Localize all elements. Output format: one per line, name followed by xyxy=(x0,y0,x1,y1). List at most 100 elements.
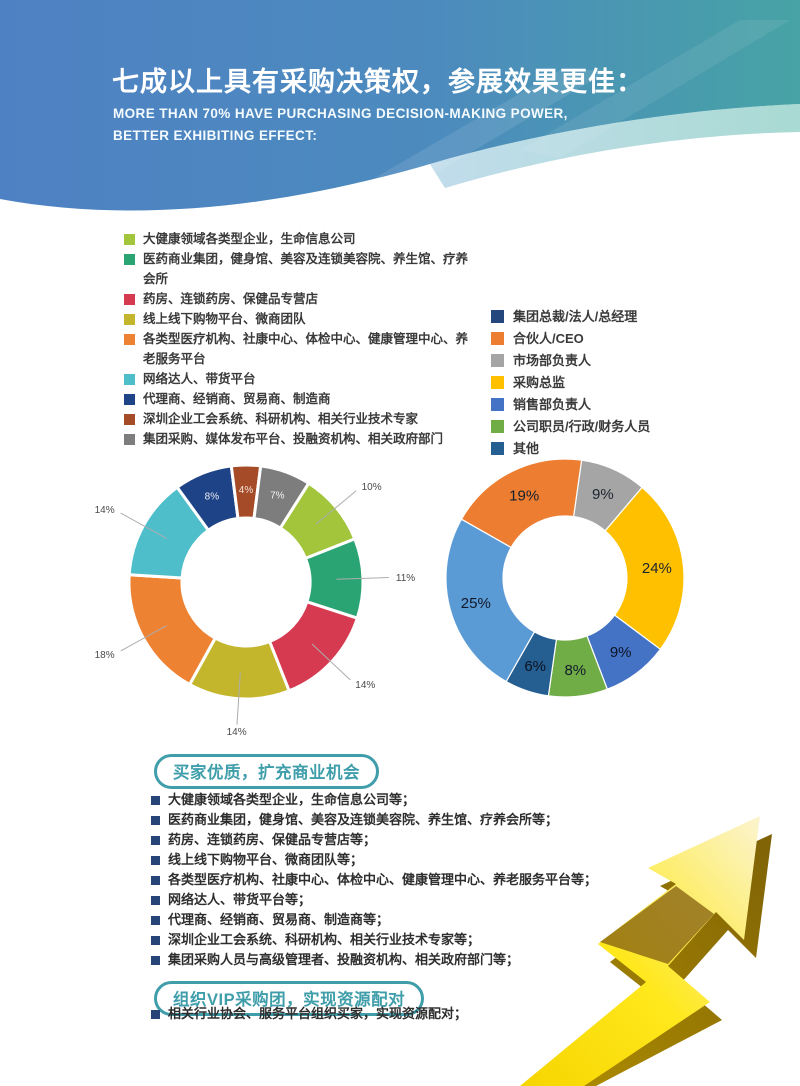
legend-buyer-item: 医药商业集团，健身馆、美容及连锁美容院、养生馆、疗养会所 xyxy=(124,249,469,289)
legend-job-item: 公司职员/行政/财务人员 xyxy=(491,416,781,438)
list-item: 深圳企业工会系统、科研机构、相关行业技术专家等； xyxy=(151,930,671,950)
page-subtitle-line1: MORE THAN 70% HAVE PURCHASING DECISION-M… xyxy=(113,106,568,121)
list-item: 药房、连锁药房、保健品专营店等； xyxy=(151,830,671,850)
legend-buyer-item: 网络达人、带货平台 xyxy=(124,369,469,389)
legend-swatch xyxy=(124,314,135,325)
slice-label: 8% xyxy=(564,662,586,679)
wave-main-shape xyxy=(0,0,800,211)
bullet-text: 相关行业协会、服务平台组织买家，实现资源配对； xyxy=(168,1006,468,1021)
arrow-shadow-segment xyxy=(600,886,714,964)
legend-buyer-item: 代理商、经销商、贸易商、制造商 xyxy=(124,389,469,409)
legend-swatch xyxy=(491,376,504,389)
legend-label: 合伙人/CEO xyxy=(513,331,584,346)
legend-buyer-item: 药房、连锁药房、保健品专营店 xyxy=(124,289,469,309)
bullet-text: 医药商业集团，健身馆、美容及连锁美容院、养生馆、疗养会所等； xyxy=(168,812,559,827)
bullet-text: 网络达人、带货平台等； xyxy=(168,892,312,907)
legend-job-item: 合伙人/CEO xyxy=(491,328,781,350)
slice-label: 19% xyxy=(509,487,539,504)
wave-light-shape xyxy=(430,104,800,188)
list-item: 线上线下购物平台、微商团队等； xyxy=(151,850,671,870)
legend-label: 网络达人、带货平台 xyxy=(143,372,256,386)
slice-label: 10% xyxy=(362,482,382,493)
section-title-vip-group: 组织VIP采购团，实现资源配对 xyxy=(154,981,425,1016)
legend-swatch xyxy=(491,310,504,323)
header-wave-banner xyxy=(0,0,800,218)
bullet-square-icon xyxy=(151,1010,160,1019)
legend-buyer-types: 大健康领域各类型企业，生命信息公司医药商业集团，健身馆、美容及连锁美容院、养生馆… xyxy=(124,229,469,449)
bullet-square-icon xyxy=(151,856,160,865)
legend-label: 销售部负责人 xyxy=(513,397,592,412)
list-item: 大健康领域各类型企业，生命信息公司等； xyxy=(151,790,671,810)
slice-label: 6% xyxy=(524,658,546,675)
legend-swatch xyxy=(124,334,135,345)
legend-label: 线上线下购物平台、微商团队 xyxy=(143,312,306,326)
bullet-square-icon xyxy=(151,816,160,825)
legend-buyer-item: 集团采购、媒体发布平台、投融资机构、相关政府部门 xyxy=(124,429,469,449)
donut-slice xyxy=(445,518,535,683)
legend-job-item: 采购总监 xyxy=(491,372,781,394)
legend-swatch xyxy=(491,332,504,345)
legend-buyer-item: 大健康领域各类型企业，生命信息公司 xyxy=(124,229,469,249)
leader-line xyxy=(120,512,167,539)
legend-buyer-item: 线上线下购物平台、微商团队 xyxy=(124,309,469,329)
legend-job-item: 集团总裁/法人/总经理 xyxy=(491,306,781,328)
legend-swatch xyxy=(124,394,135,405)
slice-label: 4% xyxy=(239,485,254,496)
legend-label: 采购总监 xyxy=(513,375,566,390)
slice-label: 14% xyxy=(95,505,115,516)
bullet-square-icon xyxy=(151,936,160,945)
buyer-type-share-donut: 10% 11% 14% 14% 18% 14% 8% 4% 7% xyxy=(95,463,415,738)
page-subtitle-line2: BETTER EXHIBITING EFFECT: xyxy=(113,128,318,143)
vip-group-list: 相关行业协会、服务平台组织买家，实现资源配对； xyxy=(151,1004,671,1024)
legend-label: 公司职员/行政/财务人员 xyxy=(513,419,651,434)
list-item: 各类型医疗机构、社康中心、体检中心、健康管理中心、养老服务平台等； xyxy=(151,870,671,890)
job-title-share-donut: 9% 24% 9% 8% 6% 25% 19% xyxy=(445,458,685,698)
gold-growth-arrow xyxy=(520,816,772,1086)
legend-label: 市场部负责人 xyxy=(513,353,592,368)
slice-label: 24% xyxy=(642,560,672,577)
donut-slice xyxy=(252,464,311,530)
legend-label: 大健康领域各类型企业，生命信息公司 xyxy=(143,232,356,246)
slice-label: 14% xyxy=(355,680,375,691)
legend-swatch xyxy=(124,254,135,265)
legend-job-titles: 集团总裁/法人/总经理 合伙人/CEO 市场部负责人 采购总监销售部负责人公司职员/行… xyxy=(491,306,781,460)
list-item: 相关行业协会、服务平台组织买家，实现资源配对； xyxy=(151,1004,671,1024)
leader-line xyxy=(120,625,167,652)
legend-label: 药房、连锁药房、保健品专营店 xyxy=(143,292,319,306)
slice-label: 8% xyxy=(205,492,220,503)
legend-label: 医药商业集团，健身馆、美容及连锁美容院、养生馆、疗养会所 xyxy=(143,252,469,286)
slice-label: 25% xyxy=(461,595,491,612)
bullet-square-icon xyxy=(151,916,160,925)
bullet-text: 线上线下购物平台、微商团队等； xyxy=(168,852,364,867)
legend-swatch xyxy=(124,374,135,385)
legend-swatch xyxy=(124,294,135,305)
bullet-square-icon xyxy=(151,956,160,965)
legend-swatch xyxy=(124,434,135,445)
bullet-square-icon xyxy=(151,876,160,885)
legend-job-item: 销售部负责人 xyxy=(491,394,781,416)
slice-label: 9% xyxy=(592,486,614,503)
bullet-text: 深圳企业工会系统、科研机构、相关行业技术专家等； xyxy=(168,932,481,947)
legend-label: 代理商、经销商、贸易商、制造商 xyxy=(143,392,331,406)
bullet-square-icon xyxy=(151,896,160,905)
legend-buyer-item: 深圳企业工会系统、科研机构、相关行业技术专家 xyxy=(124,409,469,429)
bullet-text: 大健康领域各类型企业，生命信息公司等； xyxy=(168,792,416,807)
bullet-text: 药房、连锁药房、保健品专营店等； xyxy=(168,832,377,847)
bullet-square-icon xyxy=(151,836,160,845)
wave-streak xyxy=(320,70,610,218)
bullet-square-icon xyxy=(151,796,160,805)
list-item: 集团采购人员与高级管理者、投融资机构、相关政府部门等； xyxy=(151,950,671,970)
legend-swatch xyxy=(491,354,504,367)
legend-swatch xyxy=(491,398,504,411)
slice-label: 11% xyxy=(396,573,415,584)
section-title-buyer-quality: 买家优质，扩充商业机会 xyxy=(154,754,379,789)
legend-label: 集团总裁/法人/总经理 xyxy=(513,309,638,324)
bullet-text: 集团采购人员与高级管理者、投融资机构、相关政府部门等； xyxy=(168,952,520,967)
legend-swatch xyxy=(491,420,504,433)
list-item: 网络达人、带货平台等； xyxy=(151,890,671,910)
donut-charts-canvas: 10% 11% 14% 14% 18% 14% 8% 4% 7% 9% 24% 9% 8% 6% 25% 19… xyxy=(95,458,685,738)
leader-line xyxy=(236,672,241,725)
bullet-text: 代理商、经销商、贸易商、制造商等； xyxy=(168,912,390,927)
legend-swatch xyxy=(124,414,135,425)
